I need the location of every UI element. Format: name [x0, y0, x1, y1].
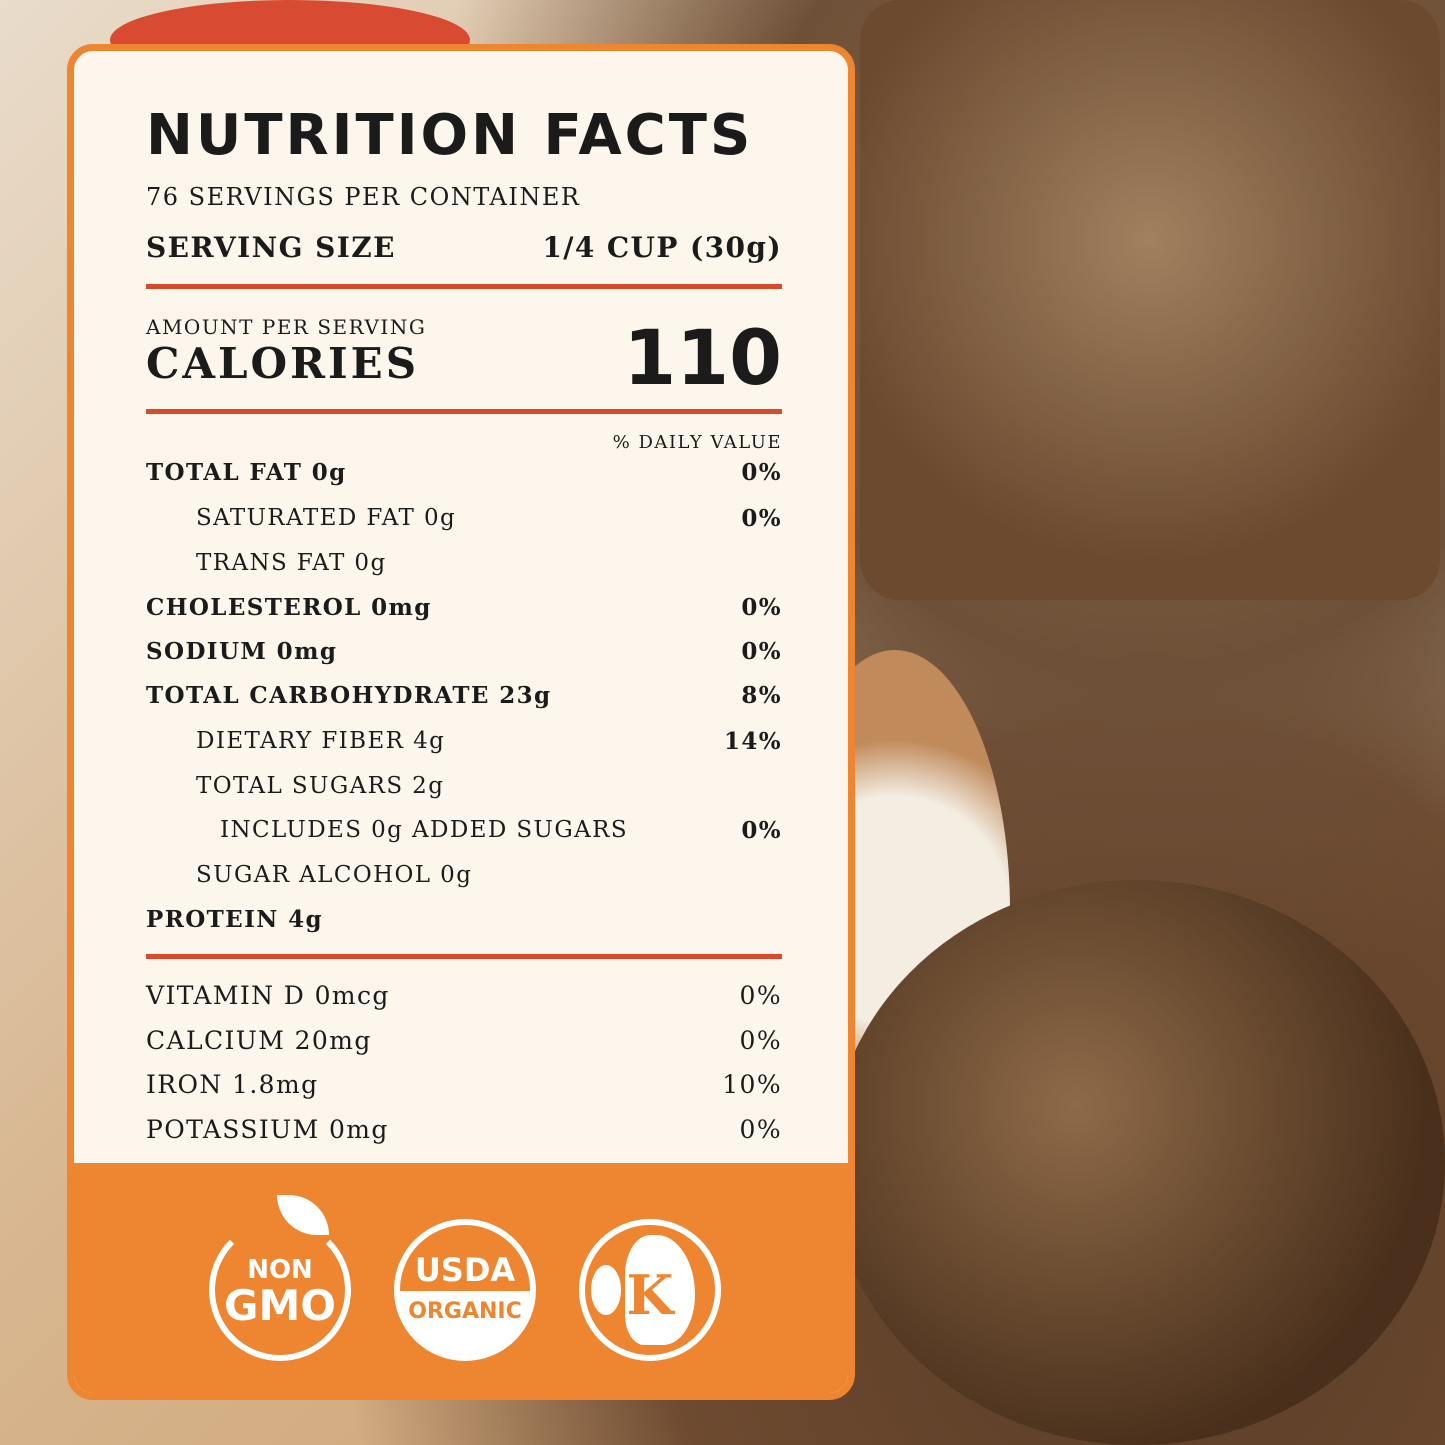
non-gmo-badge: NON GMO	[209, 1195, 351, 1361]
nutrient-dv: 0%	[741, 638, 782, 665]
nutrient-dv: 0%	[741, 505, 782, 532]
non-gmo-text: NON	[247, 1255, 313, 1285]
vitamin-dv: 0%	[739, 1115, 782, 1144]
divider	[146, 409, 782, 414]
divider	[146, 954, 782, 959]
nutrient-label: TOTAL FAT 0g	[146, 459, 347, 486]
gmo-text: GMO	[224, 1281, 336, 1330]
kosher-badge: K	[579, 1219, 721, 1361]
vitamin-row: POTASSIUM 0mg 0%	[146, 1115, 782, 1145]
vitamin-dv: 0%	[739, 1026, 782, 1055]
nutrient-label: TOTAL SUGARS 2g	[196, 773, 445, 799]
nutrient-row: DIETARY FIBER 4g 14%	[146, 728, 782, 758]
bread-slice-image	[860, 0, 1440, 600]
daily-value-header: % DAILY VALUE	[612, 432, 782, 453]
nutrient-row: SODIUM 0mg 0%	[146, 638, 782, 668]
nutrition-facts-panel: NUTRITION FACTS 76 SERVINGS PER CONTAINE…	[67, 44, 855, 1400]
usda-text: USDA	[414, 1251, 516, 1289]
certification-footer: NON GMO USDA ORGANIC K	[74, 1163, 848, 1393]
serving-size-row: SERVING SIZE 1/4 CUP (30g)	[146, 231, 782, 271]
nutrient-row: PROTEIN 4g	[146, 906, 782, 936]
kosher-k: K	[626, 1263, 674, 1327]
title: NUTRITION FACTS	[146, 103, 754, 168]
calories-label: CALORIES	[146, 339, 420, 388]
nutrient-label: SATURATED FAT 0g	[196, 505, 457, 531]
globe-icon	[591, 1265, 621, 1315]
vitamin-dv: 10%	[722, 1070, 782, 1099]
vitamin-row: VITAMIN D 0mcg 0%	[146, 981, 782, 1011]
nutrient-row: TOTAL SUGARS 2g	[146, 773, 782, 803]
nutrient-dv: 8%	[741, 682, 782, 709]
organic-text: ORGANIC	[408, 1299, 522, 1324]
nutrient-row: SUGAR ALCOHOL 0g	[146, 862, 782, 892]
nutrient-label: INCLUDES 0g ADDED SUGARS	[220, 817, 629, 843]
nutrient-label: PROTEIN 4g	[146, 906, 323, 933]
nutrient-label: DIETARY FIBER 4g	[196, 728, 446, 754]
nutrient-label: SUGAR ALCOHOL 0g	[196, 862, 473, 888]
nutrient-dv: 0%	[741, 817, 782, 844]
vitamin-row: IRON 1.8mg 10%	[146, 1070, 782, 1100]
nutrient-dv: 14%	[723, 728, 782, 755]
nutrient-row: CHOLESTEROL 0mg 0%	[146, 594, 782, 624]
nutrient-label: TRANS FAT 0g	[196, 550, 387, 576]
nutrient-label: CHOLESTEROL 0mg	[146, 594, 432, 621]
vitamin-label: IRON 1.8mg	[146, 1070, 319, 1099]
vitamin-label: POTASSIUM 0mg	[146, 1115, 389, 1144]
nutrient-row: TOTAL CARBOHYDRATE 23g 8%	[146, 682, 782, 712]
nutrient-label: SODIUM 0mg	[146, 638, 338, 665]
calories-value: 110	[623, 313, 782, 402]
nutrient-row: SATURATED FAT 0g 0%	[146, 505, 782, 535]
leaf-icon	[277, 1195, 329, 1235]
vitamin-label: VITAMIN D 0mcg	[146, 981, 390, 1010]
usda-organic-badge: USDA ORGANIC	[394, 1219, 536, 1361]
nutrient-label: TOTAL CARBOHYDRATE 23g	[146, 682, 552, 709]
serving-size-value: 1/4 CUP (30g)	[542, 231, 782, 264]
bread-loaf-image	[830, 880, 1445, 1445]
nutrient-row: TRANS FAT 0g	[146, 550, 782, 580]
vitamin-dv: 0%	[739, 981, 782, 1010]
vitamin-row: CALCIUM 20mg 0%	[146, 1026, 782, 1056]
nutrient-row: TOTAL FAT 0g 0%	[146, 459, 782, 489]
servings-per-container: 76 SERVINGS PER CONTAINER	[146, 183, 581, 211]
nutrient-row: INCLUDES 0g ADDED SUGARS 0%	[146, 817, 782, 847]
amount-per-serving: AMOUNT PER SERVING	[146, 315, 427, 339]
vitamin-label: CALCIUM 20mg	[146, 1026, 372, 1055]
divider	[146, 284, 782, 289]
serving-size-label: SERVING SIZE	[146, 231, 396, 264]
nutrient-dv: 0%	[741, 459, 782, 486]
globe-icon	[625, 1235, 695, 1345]
nutrient-dv: 0%	[741, 594, 782, 621]
